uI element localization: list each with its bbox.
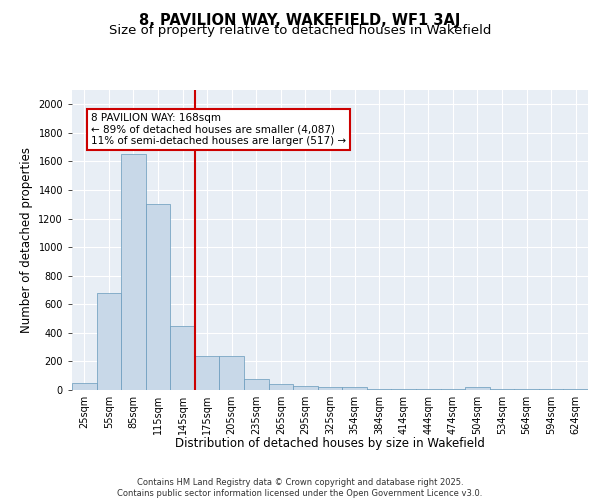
Bar xyxy=(465,387,490,390)
Bar xyxy=(195,356,220,390)
Text: Contains HM Land Registry data © Crown copyright and database right 2025.
Contai: Contains HM Land Registry data © Crown c… xyxy=(118,478,482,498)
Text: Size of property relative to detached houses in Wakefield: Size of property relative to detached ho… xyxy=(109,24,491,37)
Bar xyxy=(244,378,269,390)
Text: 8, PAVILION WAY, WAKEFIELD, WF1 3AJ: 8, PAVILION WAY, WAKEFIELD, WF1 3AJ xyxy=(139,12,461,28)
Bar xyxy=(293,386,318,390)
Bar xyxy=(72,383,97,390)
Bar xyxy=(342,387,367,390)
Bar xyxy=(318,387,342,390)
Bar xyxy=(146,204,170,390)
Text: Distribution of detached houses by size in Wakefield: Distribution of detached houses by size … xyxy=(175,438,485,450)
Bar xyxy=(220,356,244,390)
Bar xyxy=(121,154,146,390)
Bar xyxy=(97,293,121,390)
Bar xyxy=(269,384,293,390)
Text: 8 PAVILION WAY: 168sqm
← 89% of detached houses are smaller (4,087)
11% of semi-: 8 PAVILION WAY: 168sqm ← 89% of detached… xyxy=(91,113,346,146)
Bar xyxy=(170,326,195,390)
Y-axis label: Number of detached properties: Number of detached properties xyxy=(20,147,33,333)
